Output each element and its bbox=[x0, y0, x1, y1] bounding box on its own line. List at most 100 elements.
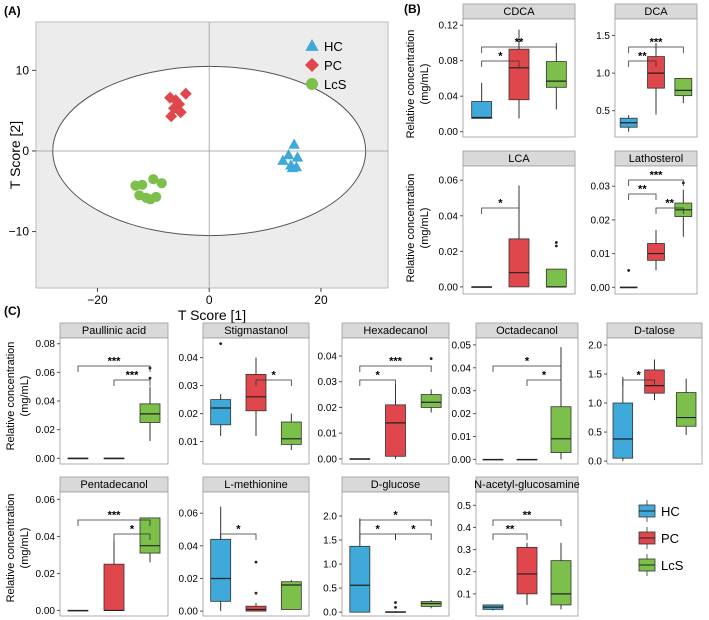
panel-title: Paullinic acid bbox=[82, 325, 146, 337]
box-lcs bbox=[674, 77, 693, 97]
point-lcs bbox=[145, 194, 156, 205]
y-tick-label: 0.02 bbox=[36, 425, 56, 436]
y-tick-label: 0.5 bbox=[596, 106, 610, 117]
y-tick-label: 0.02 bbox=[439, 247, 459, 258]
y-tick-label: 0.06 bbox=[179, 509, 199, 520]
box-lcs bbox=[545, 61, 567, 88]
y-tick-label: 0.00 bbox=[179, 607, 199, 618]
significance-bracket bbox=[359, 379, 396, 386]
significance-bracket bbox=[77, 519, 151, 526]
y-tick-label: 0.01 bbox=[318, 429, 338, 440]
y-tick-label: 0.00 bbox=[452, 455, 472, 466]
y-tick-label: 0.0 bbox=[323, 608, 337, 619]
significance-bracket bbox=[359, 365, 432, 372]
significance-bracket bbox=[481, 60, 520, 67]
significance-label: * bbox=[272, 370, 277, 382]
y-tick-label: 0.03 bbox=[452, 386, 472, 397]
significance-bracket bbox=[492, 533, 528, 540]
y-tick-label: 0.04 bbox=[318, 352, 338, 363]
ylabel-b2-line2: (mg/mL) bbox=[419, 208, 431, 249]
significance-label: * bbox=[393, 510, 398, 522]
x-axis-label-a: T Score [1] bbox=[178, 307, 246, 323]
significance-bracket bbox=[526, 379, 562, 386]
y-tick-label: 0.04 bbox=[36, 532, 56, 543]
point-hc bbox=[291, 151, 304, 162]
panel-label-b: (B) bbox=[404, 2, 421, 16]
box-panel-nag: N-acetyl-glucosamine 0.1 0.2 0.3 0.4 0.5 ** ** bbox=[457, 476, 580, 617]
box-lcs bbox=[139, 403, 161, 423]
y-tick-label: 2.0 bbox=[588, 340, 602, 351]
point-hc bbox=[282, 149, 295, 160]
y-tick-label: 0.02 bbox=[179, 409, 199, 420]
y-tick-label: 1.5 bbox=[596, 31, 610, 42]
box-hc bbox=[471, 101, 493, 119]
outlier-lcs bbox=[429, 357, 433, 360]
legend-label-hc: HC bbox=[661, 504, 680, 519]
significance-bracket bbox=[255, 379, 292, 386]
point-hc bbox=[286, 161, 299, 173]
ylabel-c2-line1: Relative concentration bbox=[5, 494, 17, 603]
y-tick-label: 0.0 bbox=[588, 457, 602, 468]
box-hc bbox=[349, 545, 371, 613]
significance-label: ** bbox=[515, 37, 524, 49]
significance-bracket bbox=[359, 519, 432, 526]
panel-title: Lathosterol bbox=[629, 153, 683, 165]
y-tick-label: 1.0 bbox=[596, 69, 610, 80]
significance-bracket bbox=[113, 533, 151, 540]
y-tick-label: 0.02 bbox=[179, 574, 199, 585]
significance-bracket bbox=[622, 379, 655, 386]
significance-label: * bbox=[376, 524, 381, 536]
ylabel-b1-line1: Relative concentration bbox=[405, 30, 417, 139]
y-tick-label: 0.01 bbox=[179, 437, 199, 448]
point-pc bbox=[165, 110, 178, 123]
y-tick-label: 0.08 bbox=[439, 56, 459, 67]
panel-title: Octadecanol bbox=[496, 325, 558, 337]
significance-bracket bbox=[77, 365, 151, 372]
significance-bracket bbox=[628, 179, 684, 186]
x-tick-label-a: −20 bbox=[87, 293, 108, 307]
significance-bracket bbox=[628, 46, 684, 53]
y-tick-label: 1.0 bbox=[323, 560, 337, 571]
y-tick-label: 0.04 bbox=[36, 397, 56, 408]
box-hc bbox=[210, 538, 232, 602]
significance-label: * bbox=[236, 524, 241, 536]
significance-label: *** bbox=[126, 370, 140, 382]
significance-label: * bbox=[498, 51, 503, 63]
box-pc bbox=[508, 238, 530, 288]
legend-label-lcs: LcS bbox=[661, 558, 684, 573]
y-tick-label: 0.04 bbox=[179, 541, 199, 552]
panel-title: D-glucose bbox=[371, 479, 421, 491]
point-pc bbox=[164, 91, 177, 104]
box-lcs bbox=[550, 406, 572, 453]
y-tick-label: 0.03 bbox=[318, 377, 338, 388]
legend-label-a-lcs: LcS bbox=[324, 77, 347, 92]
significance-label: *** bbox=[650, 170, 664, 182]
legend-label-a-hc: HC bbox=[324, 39, 343, 54]
box-pc bbox=[245, 605, 267, 612]
significance-bracket bbox=[220, 533, 257, 540]
legend-label-pc: PC bbox=[661, 531, 679, 546]
significance-label: *** bbox=[108, 510, 122, 522]
panel-title: LCA bbox=[508, 153, 530, 165]
y-tick-label: 0.04 bbox=[179, 353, 199, 364]
scatter-panel-a: −20 0 20 −10 0 10 T Score [1] T Score [2] HC PC Lc… bbox=[7, 21, 389, 323]
y-tick-label: 0.5 bbox=[457, 501, 471, 512]
y-tick-label: 0.1 bbox=[457, 589, 471, 600]
y-tick-label: 0.06 bbox=[36, 495, 56, 506]
significance-label: *** bbox=[108, 356, 122, 368]
y-axis-label-a: T Score [2] bbox=[7, 121, 23, 189]
ylabel-b2-line1: Relative concentration bbox=[405, 174, 417, 283]
significance-bracket bbox=[628, 60, 657, 67]
point-pc bbox=[174, 106, 187, 119]
y-tick-label: 0.04 bbox=[439, 211, 459, 222]
significance-bracket bbox=[492, 519, 562, 526]
significance-label: *** bbox=[650, 37, 664, 49]
y-tick-label: 0.12 bbox=[439, 21, 459, 32]
significance-bracket bbox=[481, 46, 557, 53]
box-pc bbox=[647, 243, 665, 261]
panel-label-c: (C) bbox=[4, 304, 21, 318]
